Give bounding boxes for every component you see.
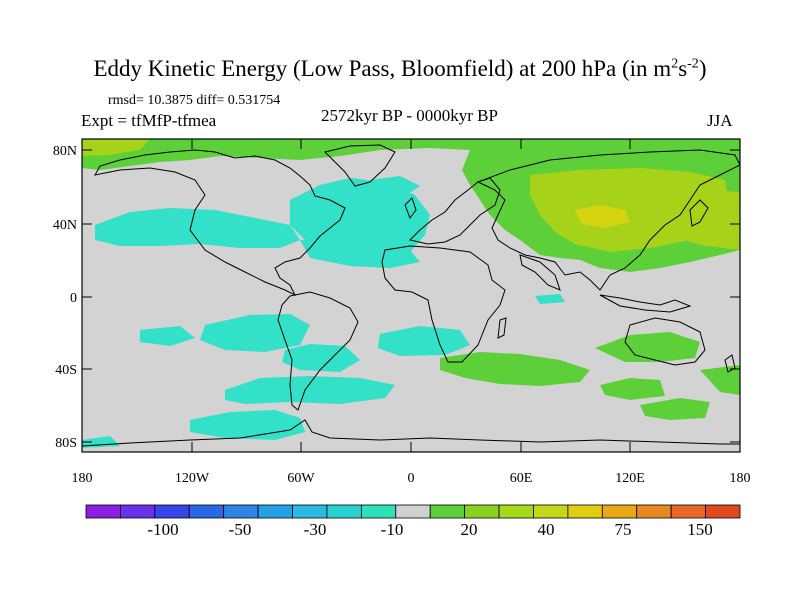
eurasia-yellow-area — [575, 205, 630, 228]
colorbar-box — [464, 504, 500, 519]
australia-coastline — [624, 317, 706, 366]
colorbar-box — [223, 504, 259, 519]
colorbar-box — [601, 504, 638, 519]
australia-sw-positive-area — [600, 378, 665, 400]
indian-ocean-positive-area — [440, 352, 590, 386]
asia-coastline — [476, 149, 740, 291]
new-zealand-coastline — [724, 354, 736, 373]
lon-label-180w: 180 — [72, 471, 93, 486]
colorbar-box — [429, 504, 466, 519]
lon-tick-labels: 180 120W 60W 0 60E 120E 180 — [72, 471, 751, 486]
india-coastline — [519, 254, 561, 291]
lon-label-180e: 180 — [730, 471, 751, 486]
southern-ocean-negative-area — [225, 376, 395, 404]
colorbar-box — [120, 504, 156, 519]
north-pacific-negative-area — [95, 208, 300, 248]
colorbar-box — [326, 504, 362, 519]
lon-label-120e: 120E — [615, 471, 645, 486]
period-label: 2572kyr BP - 0000kyr BP — [321, 106, 498, 125]
lat-tick-labels: 80N 40N 0 40S 80S — [53, 144, 77, 451]
colorbar-label: -100 — [147, 520, 178, 539]
indonesia-coastline — [599, 294, 692, 313]
colorbar-labels: -100 -50 -30 -10 20 40 75 150 — [147, 520, 712, 539]
lat-tick-marks — [82, 149, 740, 443]
madagascar-coastline — [497, 317, 507, 339]
colorbar — [85, 504, 741, 519]
colorbar-label: -50 — [229, 520, 252, 539]
equatorial-negative-area — [535, 294, 565, 304]
north-atlantic-ne-negative-area — [370, 176, 420, 196]
colorbar-label: 20 — [461, 520, 478, 539]
colorbar-box — [670, 504, 706, 519]
colorbar-label: 40 — [538, 520, 555, 539]
colorbar-label: -10 — [381, 520, 404, 539]
colorbar-box — [257, 504, 293, 519]
coastlines — [82, 144, 740, 447]
arctic-yellowgreen-area — [82, 139, 150, 156]
colorbar-label: 75 — [615, 520, 632, 539]
south-pacific-positive-area — [640, 398, 710, 420]
lat-label-0: 0 — [70, 291, 77, 306]
europe-coastline — [409, 177, 501, 245]
antarctica-coastline — [82, 419, 740, 447]
colorbar-box — [395, 504, 431, 519]
lon-label-60w: 60W — [287, 471, 315, 486]
lat-label-80s: 80S — [55, 436, 77, 451]
colorbar-box — [292, 504, 328, 519]
lon-label-120w: 120W — [175, 471, 210, 486]
south-indian-positive-area — [595, 332, 700, 362]
south-pacific-2-negative-area — [140, 326, 195, 346]
colorbar-label: 150 — [687, 520, 713, 539]
experiment-label: Expt = tfMfP-tfmea — [81, 111, 217, 130]
pacific-positive-area — [700, 365, 740, 395]
colorbar-box — [360, 504, 397, 519]
season-label: JJA — [707, 111, 733, 130]
chart-title: Eddy Kinetic Energy (Low Pass, Bloomfiel… — [93, 56, 707, 81]
colorbar-box — [636, 504, 672, 519]
colorbar-label: -30 — [304, 520, 327, 539]
north-pacific-positive-area — [660, 190, 740, 250]
lat-label-40s: 40S — [55, 363, 77, 378]
lat-label-80n: 80N — [53, 144, 77, 159]
colorbar-box — [188, 504, 225, 519]
colorbar-box — [705, 504, 741, 519]
lon-label-0: 0 — [408, 471, 415, 486]
colorbar-box — [533, 504, 569, 519]
colorbar-box — [154, 504, 190, 519]
colorbar-box — [498, 504, 534, 519]
africa-coastline — [381, 245, 506, 363]
stats-line: rmsd= 10.3875 diff= 0.531754 — [108, 93, 281, 108]
north-america-coastline — [94, 149, 346, 297]
central-atlantic-negative-area — [300, 238, 420, 268]
south-pacific-negative-area — [200, 314, 310, 352]
south-atlantic-negative-area — [378, 326, 470, 356]
japan-coastline — [689, 199, 709, 227]
colorbar-box — [567, 504, 603, 519]
greenland-coastline — [324, 144, 396, 187]
colorbar-box — [85, 504, 121, 519]
south-america-coastline — [277, 291, 359, 411]
anomaly-fields — [82, 139, 740, 448]
lon-tick-marks — [81, 139, 741, 452]
lat-label-40n: 40N — [53, 218, 77, 233]
lon-label-60e: 60E — [510, 471, 533, 486]
uk-coastline — [404, 197, 417, 220]
south-america-negative-area — [282, 344, 360, 372]
